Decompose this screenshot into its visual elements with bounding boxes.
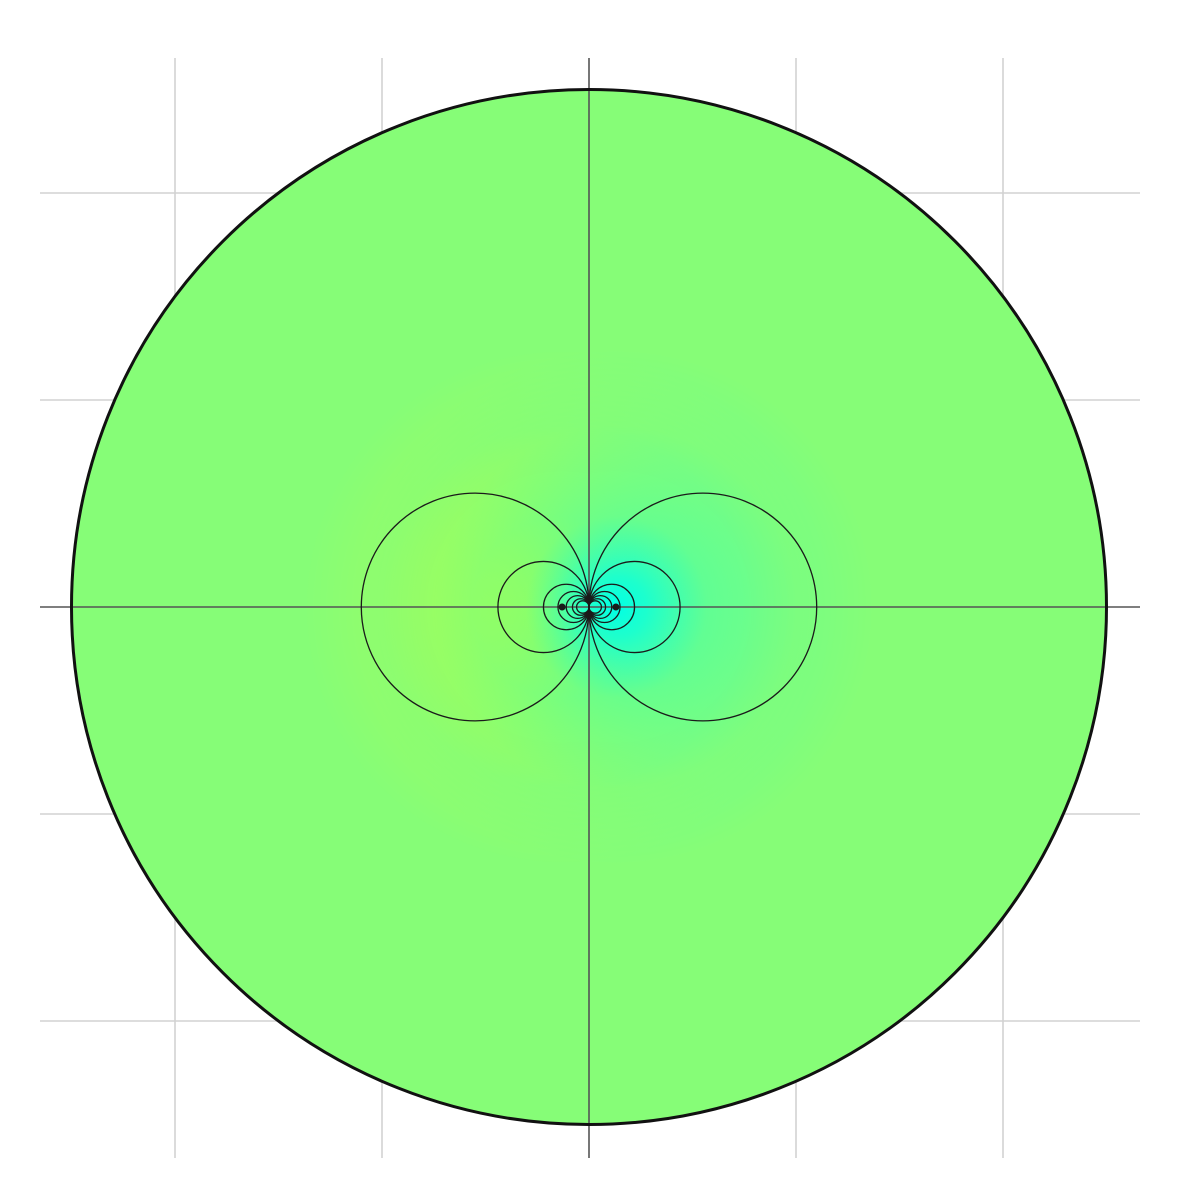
negative-source-point	[612, 603, 620, 611]
boundary-circle	[70, 88, 1108, 1126]
contour-lines	[360, 492, 818, 722]
contour-circle-negative	[588, 600, 603, 614]
positive-source-point	[558, 603, 566, 611]
boundary-circle-layer	[70, 88, 1108, 1126]
